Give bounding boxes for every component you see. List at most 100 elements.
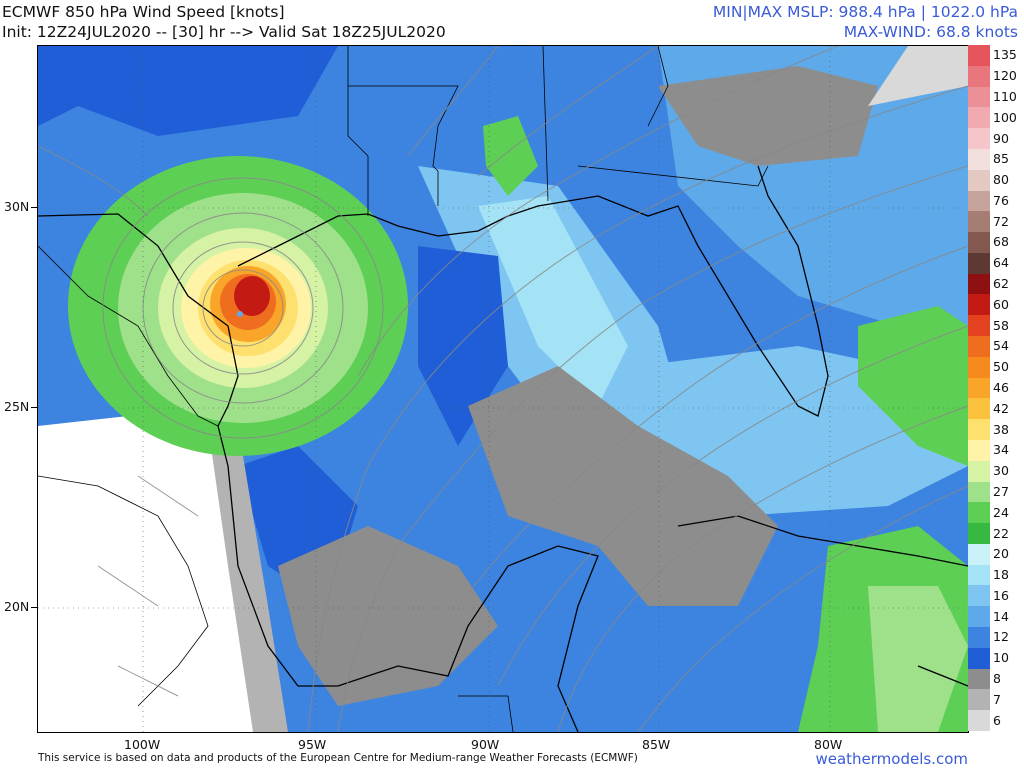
colorbar-swatch: [968, 502, 990, 524]
colorbar-level-label: 16: [993, 587, 1009, 603]
colorbar-level-label: 6: [993, 712, 1001, 728]
coastlines: [38, 165, 968, 732]
colorbar-swatch: [968, 668, 990, 690]
calm-zone-bay-campeche: [278, 526, 498, 706]
storm-core: [234, 276, 270, 316]
streamline-15: [117, 665, 179, 697]
border-louisiana-mississippi: [348, 85, 459, 206]
colorbar-level-label: 18: [993, 567, 1009, 583]
colorbar-level-label: 58: [993, 317, 1009, 333]
colorbar-level-label: 85: [993, 151, 1009, 167]
map-title: ECMWF 850 hPa Wind Speed [knots]: [2, 3, 285, 21]
colorbar-level-label: 34: [993, 442, 1009, 458]
colorbar-swatch: [968, 481, 990, 503]
streamline-11: [307, 465, 369, 732]
colorbar-swatch: [968, 65, 990, 88]
streamline-3: [497, 325, 968, 687]
colorbar-swatch: [968, 523, 990, 545]
wind-field-svg: [38, 46, 968, 732]
colorbar-swatch: [968, 564, 990, 586]
data-credit: This service is based on data and produc…: [38, 752, 638, 764]
border-us-mexico: [38, 245, 219, 427]
colorbar-level-label: 38: [993, 421, 1009, 437]
lat-tick-25n: [31, 407, 37, 408]
colorbar-level-label: 80: [993, 172, 1009, 188]
border-guatemala: [458, 695, 514, 732]
streamline-5: [637, 485, 968, 732]
colorbar-level-label: 22: [993, 525, 1009, 541]
max-wind: MAX-WIND: 68.8 knots: [843, 23, 1018, 41]
colorbar-level-label: 135: [993, 47, 1017, 63]
lon-label-85w: 85W: [642, 737, 671, 752]
colorbar-swatch: [968, 460, 990, 483]
border-alabama-georgia: [647, 46, 669, 127]
streamline-ring-2: [172, 241, 314, 375]
colorbar-level-label: 30: [993, 463, 1009, 479]
streamline-13: [137, 475, 199, 517]
colorbar-swatch: [968, 377, 990, 399]
mexico-state-borders: [38, 475, 209, 707]
us-gulf-coast: [237, 165, 829, 417]
colorbar-swatch: [968, 294, 990, 316]
streamline-12: [337, 545, 399, 732]
colorbar-swatch: [968, 627, 990, 649]
colorbar-level-label: 27: [993, 483, 1009, 499]
stats-header: MIN|MAX MSLP: 988.4 hPa | 1022.0 hPa MAX…: [713, 2, 1018, 42]
colorbar-level-label: 110: [993, 88, 1017, 104]
wind-zone-north: [38, 46, 338, 136]
calm-zone-sierra: [208, 426, 288, 732]
streamline-7: [357, 46, 839, 377]
colorbar-level-label: 90: [993, 130, 1009, 146]
colorbar-swatch: [968, 710, 990, 732]
colorbar-level-label: 20: [993, 546, 1009, 562]
streamline-9: [407, 46, 499, 157]
colorbar-swatch: [968, 169, 990, 191]
streamline-ring-4: [102, 177, 384, 439]
brand-link[interactable]: weathermodels.com: [815, 750, 968, 768]
calm-zone-gulf: [468, 366, 778, 606]
streamline-8: [477, 46, 659, 177]
lat-tick-30n: [31, 207, 37, 208]
colorbar-level-label: 72: [993, 213, 1009, 229]
lon-label-80w: 80W: [814, 737, 843, 752]
colorbar-swatch: [968, 128, 990, 150]
colorbar-swatch: [968, 211, 990, 233]
colorbar-swatch: [968, 689, 990, 711]
hispaniola-coast: [917, 665, 968, 687]
calm-zone-atlantic: [868, 46, 968, 106]
calm-zone-southeast-us: [658, 66, 878, 166]
graticule: [38, 46, 968, 732]
wind-patch-caribbean-light: [868, 586, 968, 732]
mexico-gulf-coast: [217, 425, 599, 732]
colorbar-level-label: 64: [993, 255, 1009, 271]
map-header: ECMWF 850 hPa Wind Speed [knots] Init: 1…: [2, 2, 446, 42]
colorbar-swatch: [968, 647, 990, 670]
wind-zone-central: [418, 246, 508, 446]
colorbar-level-label: 42: [993, 400, 1009, 416]
wind-patch-bahamas: [858, 306, 968, 466]
streamline-2: [457, 245, 968, 607]
colorbar-swatch: [968, 419, 990, 441]
storm-eye: [237, 311, 243, 317]
wind-patch-mississippi: [483, 116, 538, 196]
colorbar-level-label: 54: [993, 338, 1009, 354]
colorbar-swatch: [968, 252, 990, 275]
lon-label-95w: 95W: [298, 737, 327, 752]
colorbar-level-label: 14: [993, 608, 1009, 624]
colorbar-level-label: 120: [993, 68, 1017, 84]
colorbar-swatch: [968, 439, 990, 462]
lat-label-20n: 20N: [4, 599, 30, 614]
lat-tick-20n: [31, 607, 37, 608]
colorbar-swatch: [968, 45, 990, 67]
streamline-14: [97, 565, 159, 607]
border-florida-georgia: [577, 165, 769, 187]
streamline-10: [38, 145, 149, 217]
colorbar-swatch: [968, 606, 990, 628]
colorbar: [968, 45, 990, 732]
streamlines: [38, 46, 968, 732]
colorbar-level-label: 62: [993, 276, 1009, 292]
colorbar-level-label: 12: [993, 629, 1009, 645]
lon-label-90w: 90W: [471, 737, 500, 752]
colorbar-swatch: [968, 148, 990, 171]
lon-label-100w: 100W: [124, 737, 161, 752]
